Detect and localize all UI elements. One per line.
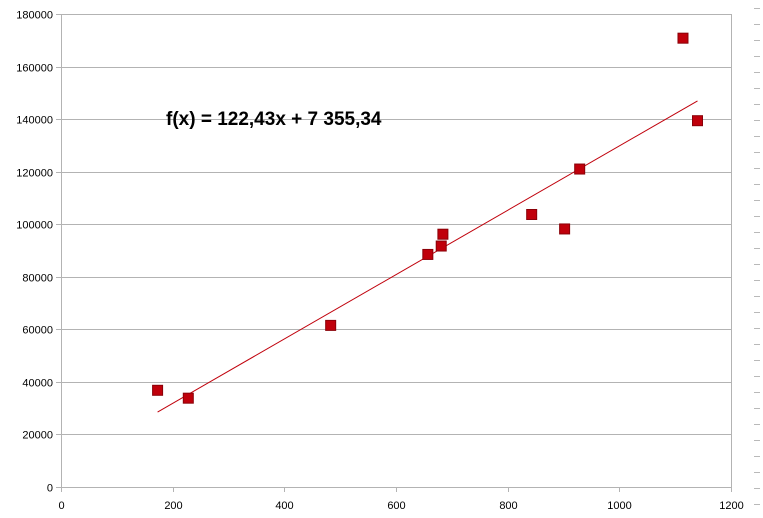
y-tick-label: 80000 (22, 273, 53, 285)
data-point (435, 240, 447, 252)
y-tick-label: 0 (47, 483, 53, 495)
y-tick-label: 60000 (22, 325, 53, 337)
y-tick-label: 120000 (16, 168, 53, 180)
data-point (182, 392, 194, 404)
data-point (422, 248, 434, 260)
y-tick-label: 40000 (22, 378, 53, 390)
data-point (559, 223, 571, 235)
data-point (325, 319, 337, 331)
y-tick-label: 100000 (16, 220, 53, 232)
data-point (574, 163, 586, 175)
y-tick-label: 20000 (22, 430, 53, 442)
trendline-equation: f(x) = 122,43x + 7 355,34 (166, 109, 382, 130)
data-point (152, 384, 164, 396)
data-point (526, 208, 538, 220)
y-tick-label: 180000 (16, 10, 53, 22)
y-tick-label: 140000 (16, 115, 53, 127)
x-axis-tick-labels: 0 200 400 600 800 1000 1200 (58, 500, 743, 512)
decorative-right-edge-dashes (754, 8, 760, 505)
x-tick-label: 1200 (719, 500, 743, 512)
y-axis-tick-labels: 0 20000 40000 60000 80000 100000 120000 140000 1… (16, 10, 53, 495)
x-tick-label: 800 (499, 500, 517, 512)
axes (56, 14, 732, 492)
x-tick-label: 1000 (607, 500, 631, 512)
data-point (677, 32, 689, 44)
x-tick-label: 400 (275, 500, 293, 512)
x-tick-label: 0 (58, 500, 64, 512)
y-tick-label: 160000 (16, 63, 53, 75)
data-points (152, 32, 703, 404)
data-point (692, 115, 703, 127)
horizontal-gridlines (61, 14, 731, 435)
data-point (437, 228, 449, 240)
x-tick-label: 200 (164, 500, 182, 512)
x-tick-label: 600 (387, 500, 405, 512)
